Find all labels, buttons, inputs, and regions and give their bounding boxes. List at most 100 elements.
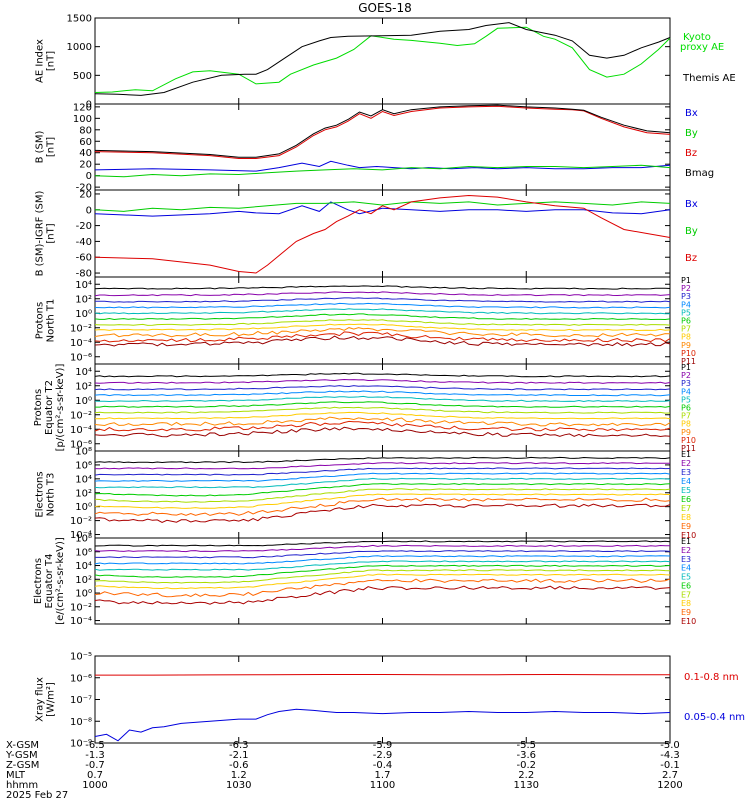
series-line-p5 (94, 395, 671, 403)
y-tick-label: 0 (86, 100, 92, 111)
y-tick-label: 10⁻⁴ (70, 425, 92, 436)
legend-entry: E4 (681, 477, 691, 486)
x-tick-label: 2.2 (518, 770, 534, 781)
legend-entry: E6 (681, 495, 691, 504)
legend-entry: E1 (681, 450, 691, 459)
y-axis-label: Protons (35, 302, 46, 339)
x-tick-label: -0.4 (373, 760, 393, 771)
legend-entry: P7 (681, 325, 691, 334)
series-line-e7 (94, 569, 671, 584)
panel-frame (94, 103, 671, 191)
y-tick-label: 10⁸ (75, 447, 92, 458)
series-line-bx (94, 201, 671, 217)
series-line-themis-ae (94, 22, 671, 96)
legend-entry: E9 (681, 522, 691, 531)
y-tick-label: 10⁻⁶ (70, 352, 92, 363)
series-line-p5 (94, 308, 671, 315)
y-tick-label: -60 (76, 253, 92, 264)
y-axis-label: B (SM) (35, 130, 46, 163)
series-line-e3 (95, 550, 671, 559)
y-tick-label: 500 (73, 71, 92, 82)
series-line-e7 (94, 488, 671, 503)
y-axis-label: Electrons (35, 471, 46, 517)
series-line-by (94, 164, 671, 178)
x-tick-label: 1200 (657, 780, 682, 791)
y-axis-label: [nT] (46, 51, 57, 71)
y-tick-label: 60 (79, 137, 92, 148)
y-tick-label: 80 (79, 125, 92, 136)
legend-entry: P2 (681, 284, 691, 293)
y-tick-label: 120 (73, 102, 92, 113)
x-tick-label: 1.7 (375, 770, 391, 781)
series-line-p7 (94, 406, 671, 414)
y-tick-label: 10⁰ (75, 502, 92, 513)
panel-frame (94, 17, 671, 105)
y-axis-label: Electrons (33, 558, 44, 604)
series-line-0-1-0-8-nm (95, 673, 670, 676)
y-tick-label: 40 (79, 148, 92, 159)
y-tick-label: 20 (79, 160, 92, 171)
legend: Bx By Bz Bmag (685, 108, 714, 179)
legend-entry: P5 (681, 395, 691, 404)
legend-entry: P6 (681, 404, 691, 413)
series-line-p3 (95, 297, 671, 303)
legend-entry: E3 (681, 468, 691, 477)
legend: Bx By Bz (685, 199, 698, 264)
y-tick-label: 0 (86, 171, 92, 182)
legend-entry: E10 (681, 531, 696, 540)
legend-entry: By (685, 226, 698, 237)
series-line-p4 (94, 302, 671, 309)
legend-entry: P8 (681, 333, 691, 342)
x-tick-label: 1030 (226, 780, 251, 791)
series-line-kyoto-proxy-ae (94, 26, 671, 93)
orbit-footer: X-GSM -6.5 -6.3 -5.9 -5.5 -5.0 Y-GSM -1.3 -2.1 -2… (5, 740, 683, 800)
y-axis-label: Equator T2 (44, 380, 55, 435)
y-tick-label: 10⁶ (75, 547, 92, 558)
series-line-e8 (94, 493, 670, 509)
y-tick-label: -80 (76, 269, 92, 280)
series-line-e10 (94, 585, 671, 605)
series-line-bz (94, 105, 671, 159)
y-tick-label: 10⁻² (70, 410, 92, 421)
y-tick-label: 10⁻² (70, 516, 92, 527)
series-line-e5 (94, 560, 671, 571)
legend-entry: 0.1-0.8 nm (684, 672, 739, 683)
legend-entry: Bmag (685, 168, 714, 179)
date-label: 2025 Feb 27 (6, 790, 68, 800)
x-tick-label: -3.6 (516, 750, 536, 761)
footer-row-label: MLT (6, 770, 26, 781)
legend-entry: P3 (681, 292, 691, 301)
legend-entry: P5 (681, 308, 691, 317)
legend-entry: P11 (681, 444, 696, 453)
series-line-by (94, 201, 671, 212)
y-tick-label: 10⁻² (70, 323, 92, 334)
x-tick-label: 1000 (82, 780, 107, 791)
panel-e_equator: 10⁻⁴ 10⁻² 10⁰ 10² 10⁴ 10⁶ 10⁸ Electrons Equator … (33, 534, 696, 628)
y-tick-label: 10⁻² (70, 602, 92, 613)
x-tick-label: -2.9 (373, 750, 393, 761)
legend-entry: P9 (681, 341, 691, 350)
legend-entry: E6 (681, 581, 691, 590)
y-tick-label: 10⁻⁶ (70, 439, 92, 450)
legend-entry: E5 (681, 486, 691, 495)
y-tick-label: 10⁻⁴ (70, 616, 92, 627)
y-tick-label: 10² (75, 294, 92, 305)
y-tick-label: 1000 (67, 42, 92, 53)
panel-p_equator: 10⁻⁶ 10⁻⁴ 10⁻² 10⁰ 10² 10⁴ Protons Equator T2 [p… (33, 363, 696, 453)
legend: 0.1-0.8 nm 0.05-0.4 nm (684, 672, 745, 723)
series-line-p7 (94, 319, 671, 326)
legend-entry: Kyoto (683, 32, 711, 43)
y-tick-label: 0 (86, 205, 92, 216)
legend-entry: Bz (685, 148, 697, 159)
y-tick-label: 10⁴ (75, 474, 92, 485)
y-tick-label: 10⁻⁷ (70, 695, 92, 706)
series-line-e9 (94, 497, 671, 516)
series-line-p9 (94, 327, 671, 338)
series-line-e6 (94, 482, 671, 497)
series-line-p8 (94, 323, 671, 332)
y-tick-label: 10⁴ (75, 561, 92, 572)
